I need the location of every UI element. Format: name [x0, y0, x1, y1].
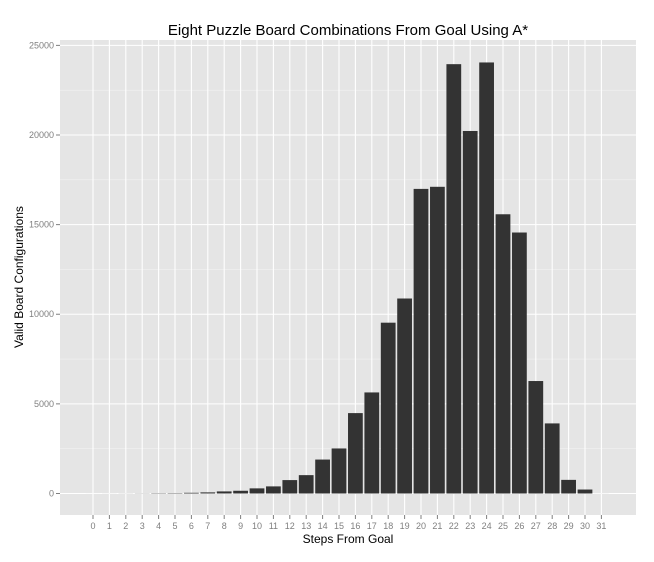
bar-8	[217, 491, 232, 493]
x-tick-label: 7	[205, 521, 210, 531]
x-tick-label: 14	[318, 521, 328, 531]
x-tick-label: 29	[564, 521, 574, 531]
bar-10	[250, 488, 265, 493]
bar-21	[430, 187, 445, 494]
x-tick-label: 10	[252, 521, 262, 531]
x-tick-label: 25	[498, 521, 508, 531]
bar-6	[184, 493, 199, 494]
y-tick-label: 5000	[34, 399, 54, 409]
x-tick-label: 9	[238, 521, 243, 531]
x-tick-label: 13	[301, 521, 311, 531]
x-tick-label: 21	[432, 521, 442, 531]
x-tick-label: 17	[367, 521, 377, 531]
bar-12	[282, 480, 297, 493]
bar-18	[381, 323, 396, 494]
bar-24	[479, 62, 494, 493]
bar-28	[545, 423, 560, 493]
bar-26	[512, 233, 527, 494]
bar-15	[332, 448, 347, 493]
bar-27	[528, 381, 543, 493]
x-tick-label: 12	[285, 521, 295, 531]
bar-20	[414, 189, 429, 494]
x-tick-label: 22	[449, 521, 459, 531]
x-tick-label: 30	[580, 521, 590, 531]
bar-22	[446, 64, 461, 493]
x-tick-label: 31	[596, 521, 606, 531]
bar-16	[348, 413, 363, 493]
x-tick-label: 16	[350, 521, 360, 531]
bar-7	[200, 492, 215, 493]
y-axis-title: Valid Board Configurations	[12, 206, 26, 348]
bar-25	[496, 214, 511, 493]
bar-29	[561, 480, 576, 494]
x-tick-label: 6	[189, 521, 194, 531]
bar-14	[315, 460, 330, 494]
y-tick-label: 10000	[29, 309, 54, 319]
bar-19	[397, 299, 412, 494]
x-tick-label: 18	[383, 521, 393, 531]
y-tick-label: 15000	[29, 220, 54, 230]
bar-11	[266, 486, 281, 493]
x-tick-label: 23	[465, 521, 475, 531]
bar-13	[299, 475, 314, 493]
bar-17	[364, 392, 379, 493]
bar-23	[463, 131, 478, 494]
x-tick-label: 24	[482, 521, 492, 531]
x-tick-label: 20	[416, 521, 426, 531]
x-tick-label: 2	[123, 521, 128, 531]
x-tick-label: 0	[90, 521, 95, 531]
x-tick-label: 4	[156, 521, 161, 531]
y-axis-ticks: 0 5000 10000 15000 20000 25000	[29, 40, 60, 498]
x-tick-label: 5	[172, 521, 177, 531]
bar-30	[578, 490, 593, 494]
x-tick-label: 26	[514, 521, 524, 531]
x-tick-label: 15	[334, 521, 344, 531]
y-tick-label: 25000	[29, 40, 54, 50]
y-tick-label: 0	[49, 488, 54, 498]
x-tick-label: 27	[531, 521, 541, 531]
x-tick-label: 28	[547, 521, 557, 531]
bar-9	[233, 491, 248, 494]
x-tick-label: 8	[222, 521, 227, 531]
x-tick-label: 1	[107, 521, 112, 531]
chart-title: Eight Puzzle Board Combinations From Goa…	[168, 22, 528, 39]
x-axis-title: Steps From Goal	[303, 532, 394, 546]
y-tick-label: 20000	[29, 130, 54, 140]
x-tick-label: 3	[140, 521, 145, 531]
x-tick-label: 11	[269, 521, 278, 531]
x-tick-label: 19	[400, 521, 410, 531]
